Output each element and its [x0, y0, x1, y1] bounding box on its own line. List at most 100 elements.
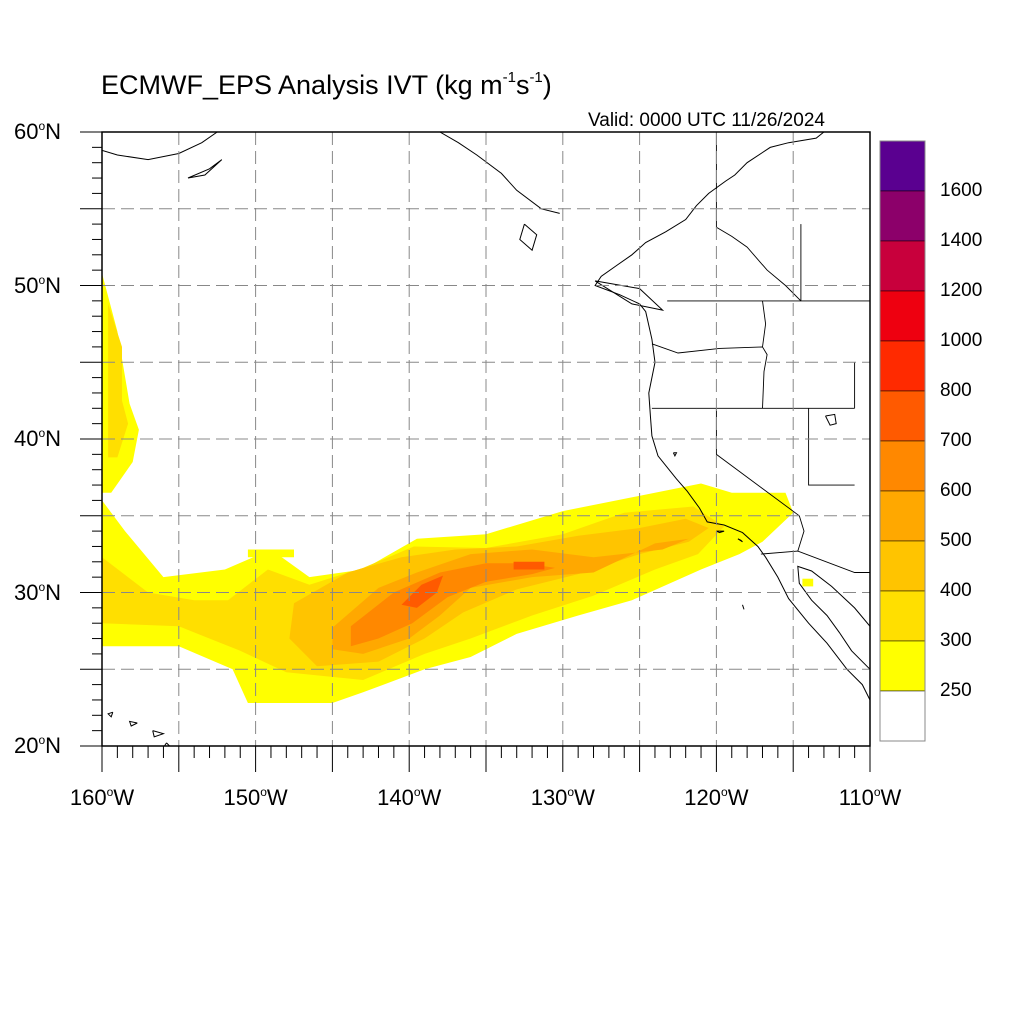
- colorbar-label-600: 600: [940, 480, 972, 501]
- ivt-region-250: [802, 578, 814, 587]
- degree-symbol: o: [260, 785, 267, 799]
- lon-label-suffix: W: [113, 785, 135, 810]
- lat-label-60N: 60oN: [14, 119, 61, 145]
- degree-symbol: o: [38, 426, 46, 440]
- colorbar-frame: [879, 140, 926, 742]
- lon-label-number: 110: [838, 785, 874, 810]
- ivt-region-700: [513, 561, 545, 570]
- colorbar-swatch: [879, 140, 926, 192]
- lon-label-130W: 130oW: [531, 785, 595, 811]
- lat-label-50N: 50oN: [14, 273, 61, 299]
- lon-label-suffix: W: [574, 785, 595, 810]
- colorbar-label-1600: 1600: [940, 180, 983, 201]
- lat-label-suffix: N: [45, 272, 62, 298]
- island-outline: [102, 132, 218, 161]
- gridline-layer: [102, 132, 870, 746]
- degree-symbol: o: [38, 733, 46, 747]
- lat-label-suffix: N: [45, 426, 62, 451]
- island-outline: [128, 720, 138, 727]
- colorbar-label-300: 300: [940, 630, 972, 651]
- island-outline: [594, 280, 665, 311]
- west-coast-coastline: [594, 132, 870, 701]
- lon-label-number: 160: [69, 785, 107, 810]
- colorbar-swatch: [879, 190, 926, 242]
- degree-symbol: o: [413, 785, 421, 799]
- colorbar-swatch: [879, 540, 926, 592]
- colorbar-swatch: [879, 240, 926, 292]
- colorbar-swatch: [879, 290, 926, 342]
- political-border: [651, 343, 768, 409]
- colorbar-label-1400: 1400: [940, 230, 983, 251]
- political-border: [715, 132, 802, 302]
- colorbar-swatch: [879, 440, 926, 492]
- island-outline: [716, 530, 725, 534]
- island-outline: [163, 742, 171, 746]
- chart-title: ECMWF_EPS Analysis IVT (kg m-1s-1): [101, 69, 552, 100]
- island-outline: [737, 538, 743, 543]
- degree-symbol: o: [38, 119, 46, 133]
- ivt-field-layer: [102, 273, 814, 703]
- island-outline: [107, 711, 114, 718]
- lon-label-suffix: W: [266, 785, 288, 810]
- lat-label-number: 40: [14, 426, 39, 451]
- lat-label-30N: 30oN: [14, 580, 61, 606]
- degree-symbol: o: [38, 272, 46, 287]
- lon-label-suffix: W: [727, 785, 749, 810]
- political-border: [808, 408, 855, 486]
- lon-label-160W: 160oW: [70, 785, 134, 811]
- colorbar-swatch: [879, 490, 926, 542]
- degree-symbol: o: [567, 785, 575, 799]
- colorbar-swatch: [879, 590, 926, 642]
- colorbar-label-1000: 1000: [940, 330, 983, 351]
- degree-symbol: o: [873, 785, 881, 799]
- alaska-panhandle-coastline: [439, 132, 560, 214]
- axis-ticks: [80, 131, 871, 772]
- lat-label-20N: 20oN: [14, 733, 61, 759]
- lon-label-suffix: W: [880, 785, 902, 810]
- island-outline: [519, 223, 538, 252]
- lake-outline: [672, 452, 678, 458]
- lon-label-150W: 150oW: [224, 785, 288, 811]
- colorbar-label-250: 250: [940, 680, 972, 701]
- degree-symbol: o: [106, 785, 114, 799]
- island-outline: [152, 730, 166, 738]
- ivt-region-700: [401, 575, 443, 608]
- degree-symbol: o: [38, 579, 46, 594]
- political-border: [797, 515, 805, 552]
- colorbar: [879, 140, 926, 742]
- island-outline: [187, 159, 223, 179]
- coastline-layer: [102, 132, 870, 746]
- lat-label-40N: 40oN: [14, 426, 61, 452]
- lon-label-number: 150: [223, 785, 261, 810]
- colorbar-swatch: [879, 340, 926, 392]
- valid-time-label: Valid: 0000 UTC 11/26/2024: [588, 110, 825, 131]
- degree-symbol: o: [721, 785, 728, 799]
- gulf-of-california-coastline: [797, 565, 870, 670]
- lat-label-suffix: N: [45, 579, 62, 605]
- colorbar-label-500: 500: [940, 530, 972, 551]
- lat-label-suffix: N: [45, 119, 62, 144]
- lon-label-120W: 120oW: [684, 785, 748, 811]
- lon-label-number: 140: [377, 785, 414, 810]
- island-outline: [742, 604, 745, 610]
- lat-label-suffix: N: [45, 733, 62, 758]
- colorbar-label-1200: 1200: [940, 280, 983, 301]
- political-border: [760, 550, 870, 573]
- political-border: [762, 300, 767, 347]
- lake-outline: [825, 413, 837, 426]
- colorbar-label-700: 700: [940, 430, 972, 451]
- lat-label-number: 50: [14, 272, 39, 298]
- lon-label-number: 130: [530, 785, 568, 810]
- ivt-region-300: [108, 303, 129, 458]
- lat-label-number: 30: [14, 579, 39, 605]
- colorbar-swatch: [879, 640, 926, 692]
- lat-label-number: 60: [14, 119, 39, 144]
- lon-label-suffix: W: [420, 785, 442, 810]
- lon-label-number: 120: [684, 785, 722, 810]
- lon-label-140W: 140oW: [377, 785, 441, 811]
- colorbar-swatch: [879, 390, 926, 442]
- ivt-region-250: [247, 549, 294, 558]
- colorbar-label-400: 400: [940, 580, 972, 601]
- colorbar-label-800: 800: [940, 380, 972, 401]
